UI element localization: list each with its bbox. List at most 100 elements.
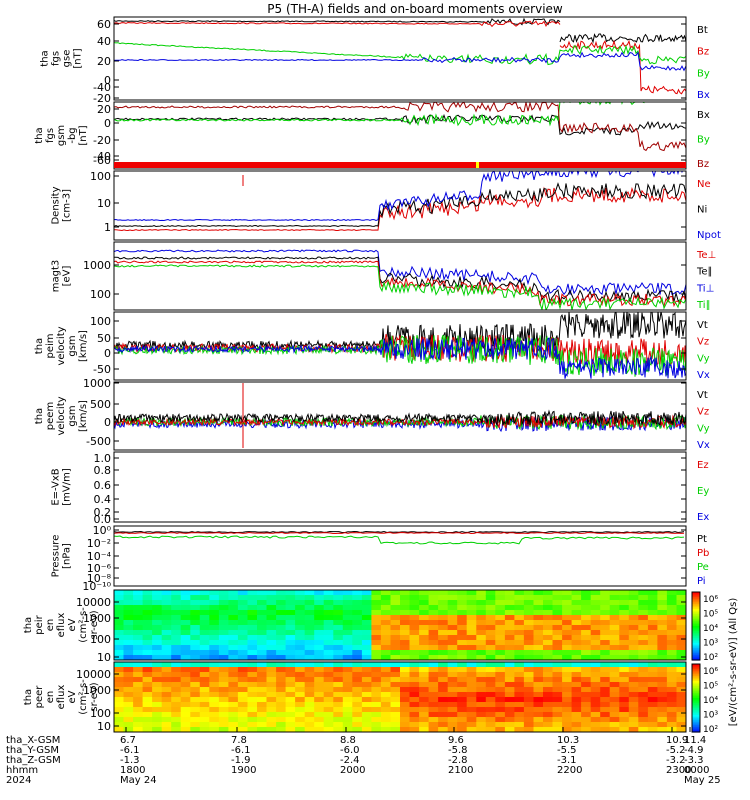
xaxis-date: May 25 (684, 775, 721, 786)
ytick-label: 10⁻² (87, 537, 111, 550)
ytick-label: 100 (90, 707, 111, 720)
ytick-label: 1000 (83, 612, 111, 625)
ytick-label: 50 (97, 332, 111, 345)
ylabel-line: gsm (67, 335, 78, 356)
ytick-label: 0 (104, 74, 111, 87)
ytick-label: 1.0 (94, 452, 112, 465)
ylabel-line: eflux (56, 613, 67, 638)
ylabel-line: [eV] (62, 266, 73, 287)
ytick-label: 1000 (83, 377, 111, 390)
ylabel-line: [mV/m] (62, 468, 73, 506)
ytick-label: 0 (104, 416, 111, 429)
legend-Bz: Bz (697, 159, 709, 170)
ytick-label: 100 (90, 315, 111, 328)
ylabel-line: magt3 (51, 260, 62, 293)
ylabel-line: peem (45, 402, 56, 430)
legend-Vy: Vy (697, 423, 710, 434)
legend-Bx: Bx (697, 110, 710, 121)
ytick-label: -500 (86, 435, 111, 448)
xaxis-value: -5.2 (666, 745, 686, 756)
xaxis-value: 7.8 (231, 735, 247, 746)
ytick-label: -20 (93, 134, 111, 147)
legend-Ey: Ey (697, 486, 709, 497)
xaxis-value: -6.1 (120, 745, 140, 756)
legend-Ti∥: Ti∥ (696, 300, 711, 311)
ylabel-line: eflux (56, 685, 67, 710)
ytick-label: 10⁻⁶ (87, 562, 112, 575)
colorbar-label: [eV/(cm²-s-sr-eV)] (All Qs) (728, 598, 739, 727)
ytick-label: -20 (93, 92, 111, 105)
ylabel-line: fgs (45, 128, 56, 143)
ylabel-line: tha (23, 617, 34, 633)
legend-Pi: Pi (697, 576, 706, 587)
xaxis-value: -1.3 (120, 755, 140, 766)
xaxis-value: -2.8 (448, 755, 468, 766)
xaxis-value: -2.4 (340, 755, 360, 766)
ytick-label: 60 (97, 18, 111, 31)
xaxis-value: 10.9 (666, 735, 688, 746)
xaxis-value: 2100 (448, 765, 473, 776)
xaxis-value: -3.3 (684, 755, 704, 766)
legend-Pe: Pe (697, 562, 709, 573)
ylabel-line: sr-eV) (89, 682, 100, 711)
legend-Vx: Vx (697, 440, 710, 451)
ylabel-line: sr-eV) (89, 610, 100, 639)
ylabel-line: (cm²-s- (78, 679, 89, 715)
xaxis-value: -5.8 (448, 745, 468, 756)
colorbar-tick: 10⁴ (703, 696, 718, 706)
xaxis-row-label: tha_Z-GSM (6, 755, 61, 766)
ytick-label: 20 (97, 103, 111, 116)
ytick-label: 0.6 (94, 479, 112, 492)
legend-Bt: Bt (697, 25, 708, 36)
xaxis-value: -6.1 (231, 745, 251, 756)
ylabel-line: fgs (51, 51, 62, 66)
legend-Bx: Bx (697, 90, 710, 101)
ylabel-line: en (45, 619, 56, 632)
legend-Te⊥: Te⊥ (696, 250, 716, 261)
ytick-label: 1000 (83, 684, 111, 697)
legend-Ni: Ni (697, 205, 707, 216)
xaxis-value: 6.7 (120, 735, 136, 746)
legend-Vt: Vt (697, 390, 708, 401)
ylabel-line: peer (34, 685, 45, 709)
ytick-label: 500 (90, 398, 111, 411)
ylabel-line: tha (40, 50, 51, 66)
xaxis-row-label: tha_X-GSM (6, 735, 60, 746)
xaxis-value: 8.8 (340, 735, 356, 746)
ytick-label: 20 (97, 55, 111, 68)
panel-temps: 1000 100 magt3 [eV] Te⊥ Te∥ Ti⊥ Ti∥ (51, 241, 716, 311)
legend-Ti⊥: Ti⊥ (696, 283, 714, 294)
ytick-label: 10⁰ (93, 524, 112, 537)
xaxis-value: 0000 (684, 765, 709, 776)
panel-fgs_gse: 60 40 20 0 -20-40 tha fgs gse [nT] Bt Bz By Bx (40, 16, 710, 105)
legend-Ex: Ex (697, 512, 709, 523)
colorbar-tick: 10⁵ (703, 610, 718, 620)
ylabel-line: gse (62, 50, 73, 68)
colorbar-tick: 10⁶ (703, 667, 718, 677)
legend-Vt: Vt (697, 320, 708, 331)
ytick-label: 10 (97, 651, 111, 664)
colorbar-tick: 10⁵ (703, 682, 718, 692)
colorbar-tick: 10² (703, 653, 718, 663)
legend-Npot: Npot (697, 230, 721, 241)
ylabel-line: [km/s] (78, 330, 89, 362)
xaxis-value: -4.9 (684, 745, 704, 756)
ytick-label: 100 (90, 288, 111, 301)
ytick-label: 10000 (76, 668, 111, 681)
ytick-label: 100 (90, 633, 111, 646)
xaxis-row-label: 2024 (6, 775, 31, 786)
xaxis-value: -5.5 (557, 745, 577, 756)
xaxis-value: 2300 (666, 765, 691, 776)
ylabel-line: [nPa] (62, 543, 73, 569)
ylabel-line: tha (34, 127, 45, 143)
ytick-label: 10 (97, 197, 111, 210)
ylabel-line: Pressure (51, 535, 62, 578)
legend-By: By (697, 135, 710, 146)
ytick-label: 0 (104, 347, 111, 360)
colorbar-tick: 10⁶ (703, 595, 718, 605)
ytick-label: -40 (93, 150, 111, 163)
ytick-label: 1000 (83, 259, 111, 272)
